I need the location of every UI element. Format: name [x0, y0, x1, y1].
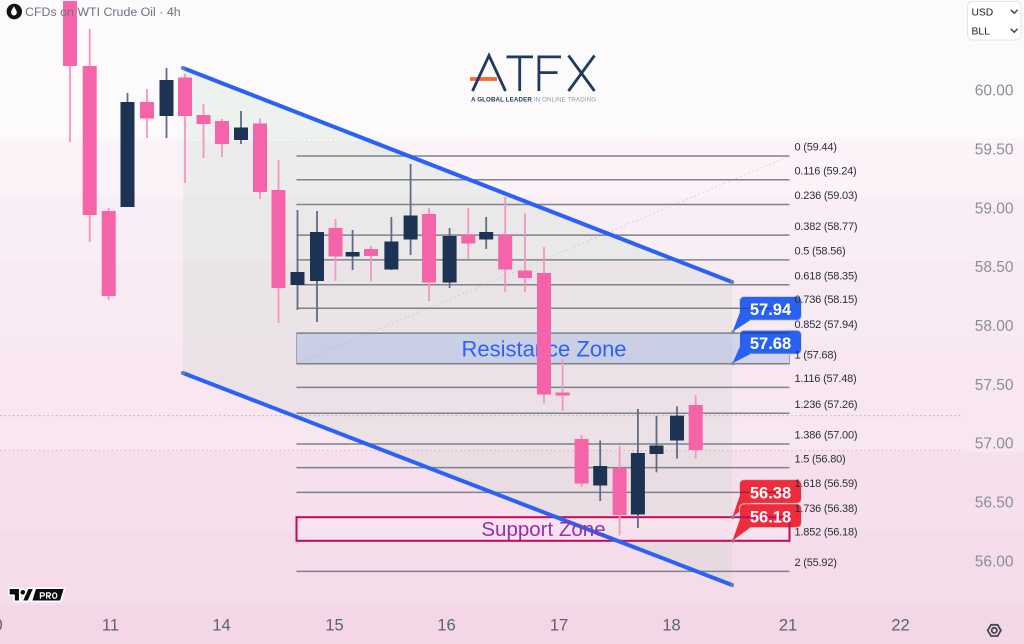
svg-text:0.852 (57.94): 0.852 (57.94) [795, 319, 858, 331]
svg-text:0.618 (58.35): 0.618 (58.35) [795, 270, 858, 282]
svg-text:2 (55.92): 2 (55.92) [795, 557, 837, 569]
svg-text:A GLOBAL LEADER IN ONLINE TRAD: A GLOBAL LEADER IN ONLINE TRADING [471, 97, 596, 104]
svg-text:11: 11 [102, 617, 119, 635]
svg-text:USD: USD [972, 7, 994, 18]
svg-text:0.116 (59.24): 0.116 (59.24) [795, 165, 857, 177]
svg-text:58.00: 58.00 [975, 318, 1014, 335]
svg-text:56.18: 56.18 [750, 509, 791, 527]
svg-text:59.50: 59.50 [975, 142, 1014, 159]
svg-text:57.68: 57.68 [750, 335, 791, 353]
svg-text:0.236 (59.03): 0.236 (59.03) [795, 190, 858, 202]
svg-text:60.00: 60.00 [975, 83, 1014, 100]
svg-text:57.00: 57.00 [975, 436, 1014, 453]
svg-text:1.736 (56.38): 1.736 (56.38) [795, 503, 858, 515]
svg-text:0.736 (58.15): 0.736 (58.15) [795, 294, 858, 306]
svg-text:1.852 (56.18): 1.852 (56.18) [795, 527, 858, 539]
svg-text:1.236 (57.26): 1.236 (57.26) [795, 399, 858, 411]
svg-text:16: 16 [437, 617, 455, 635]
svg-text:0 (59.44): 0 (59.44) [795, 142, 837, 154]
svg-text:22: 22 [891, 617, 909, 635]
svg-text:BLL: BLL [972, 26, 991, 37]
svg-text:57.94: 57.94 [750, 301, 792, 319]
svg-text:10: 10 [0, 617, 3, 635]
svg-text:1.386 (57.00): 1.386 (57.00) [795, 430, 858, 442]
svg-text:1.5 (56.80): 1.5 (56.80) [795, 453, 846, 465]
svg-text:0.5 (58.56): 0.5 (58.56) [795, 246, 846, 258]
svg-text:0.382 (58.77): 0.382 (58.77) [795, 221, 858, 233]
svg-text:56.38: 56.38 [750, 484, 791, 502]
svg-text:57.50: 57.50 [975, 377, 1014, 394]
svg-text:17: 17 [550, 617, 568, 635]
svg-text:14: 14 [212, 617, 230, 635]
svg-text:21: 21 [779, 617, 797, 635]
svg-text:59.00: 59.00 [975, 200, 1014, 217]
svg-text:18: 18 [662, 617, 680, 635]
svg-text:CFDs on WTI Crude Oil · 4h: CFDs on WTI Crude Oil · 4h [25, 5, 181, 19]
svg-text:56.00: 56.00 [975, 553, 1014, 570]
svg-text:1.116 (57.48): 1.116 (57.48) [795, 373, 857, 385]
svg-text:56.50: 56.50 [975, 495, 1014, 512]
svg-text:1.618 (56.59): 1.618 (56.59) [795, 478, 858, 490]
svg-text:15: 15 [325, 617, 343, 635]
svg-text:Support Zone: Support Zone [481, 518, 605, 541]
svg-text:1 (57.68): 1 (57.68) [795, 350, 837, 362]
svg-text:58.50: 58.50 [975, 259, 1014, 276]
